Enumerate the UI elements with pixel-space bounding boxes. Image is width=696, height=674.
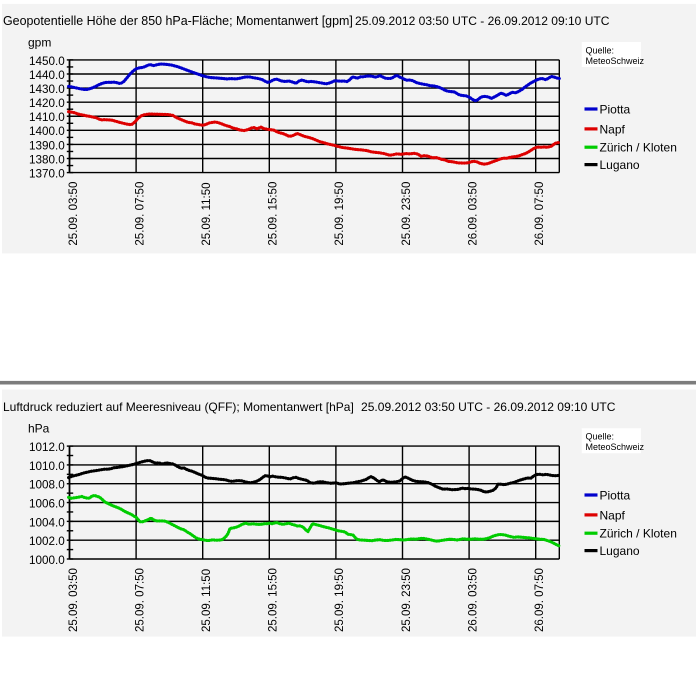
svg-text:gpm: gpm bbox=[28, 36, 51, 50]
svg-text:1370.0: 1370.0 bbox=[29, 168, 65, 181]
svg-text:1450.0: 1450.0 bbox=[29, 55, 65, 68]
svg-text:25.09. 23:50: 25.09. 23:50 bbox=[401, 182, 413, 246]
svg-text:Quelle:: Quelle: bbox=[586, 45, 615, 55]
svg-text:Zürich / Kloten: Zürich / Kloten bbox=[600, 527, 677, 541]
svg-text:25.09.2012 03:50 UTC - 26.09.2: 25.09.2012 03:50 UTC - 26.09.2012 09:10 … bbox=[355, 14, 610, 28]
svg-text:1390.0: 1390.0 bbox=[29, 139, 65, 152]
svg-text:25.09. 07:50: 25.09. 07:50 bbox=[134, 568, 146, 632]
svg-text:Napf: Napf bbox=[600, 508, 626, 522]
svg-text:Lugano: Lugano bbox=[600, 158, 640, 172]
svg-text:25.09. 19:50: 25.09. 19:50 bbox=[334, 182, 346, 246]
svg-text:Luftdruck reduziert auf Meeres: Luftdruck reduziert auf Meeresniveau (QF… bbox=[3, 400, 354, 414]
svg-text:26.09. 03:50: 26.09. 03:50 bbox=[467, 182, 479, 246]
svg-text:Zürich / Kloten: Zürich / Kloten bbox=[600, 141, 677, 155]
svg-text:1004.0: 1004.0 bbox=[29, 516, 65, 529]
svg-text:1006.0: 1006.0 bbox=[29, 497, 65, 510]
svg-text:hPa: hPa bbox=[28, 422, 50, 436]
svg-text:1400.0: 1400.0 bbox=[29, 125, 65, 138]
svg-text:1410.0: 1410.0 bbox=[29, 111, 65, 124]
svg-text:Geopotentielle Höhe der 850 hP: Geopotentielle Höhe der 850 hPa-Fläche; … bbox=[3, 14, 353, 28]
svg-text:26.09. 07:50: 26.09. 07:50 bbox=[534, 568, 546, 632]
svg-text:25.09. 07:50: 25.09. 07:50 bbox=[134, 182, 146, 246]
svg-text:1420.0: 1420.0 bbox=[29, 97, 65, 110]
svg-text:1010.0: 1010.0 bbox=[29, 460, 65, 473]
svg-text:1002.0: 1002.0 bbox=[29, 535, 65, 548]
svg-text:25.09.2012 03:50 UTC - 26.09.2: 25.09.2012 03:50 UTC - 26.09.2012 09:10 … bbox=[361, 400, 616, 414]
svg-text:1380.0: 1380.0 bbox=[29, 153, 65, 166]
svg-text:Lugano: Lugano bbox=[600, 544, 640, 558]
svg-text:Piotta: Piotta bbox=[600, 102, 631, 116]
svg-text:1430.0: 1430.0 bbox=[29, 83, 65, 96]
svg-text:25.09. 23:50: 25.09. 23:50 bbox=[401, 568, 413, 632]
svg-text:25.09. 15:50: 25.09. 15:50 bbox=[268, 568, 280, 632]
svg-text:1440.0: 1440.0 bbox=[29, 69, 65, 82]
svg-text:MeteoSchweiz: MeteoSchweiz bbox=[586, 442, 645, 452]
svg-text:25.09. 11:50: 25.09. 11:50 bbox=[201, 183, 213, 246]
svg-text:1012.0: 1012.0 bbox=[29, 441, 65, 454]
svg-text:25.09. 03:50: 25.09. 03:50 bbox=[68, 568, 80, 632]
svg-text:MeteoSchweiz: MeteoSchweiz bbox=[586, 56, 645, 66]
svg-text:25.09. 19:50: 25.09. 19:50 bbox=[334, 568, 346, 632]
svg-text:25.09. 15:50: 25.09. 15:50 bbox=[268, 182, 280, 246]
svg-text:1008.0: 1008.0 bbox=[29, 479, 65, 492]
svg-text:Piotta: Piotta bbox=[600, 488, 631, 502]
svg-text:25.09. 11:50: 25.09. 11:50 bbox=[201, 569, 213, 632]
svg-text:25.09. 03:50: 25.09. 03:50 bbox=[68, 182, 80, 246]
svg-text:Napf: Napf bbox=[600, 122, 626, 136]
svg-text:26.09. 03:50: 26.09. 03:50 bbox=[467, 568, 479, 632]
svg-text:Quelle:: Quelle: bbox=[586, 432, 615, 442]
svg-text:1000.0: 1000.0 bbox=[29, 554, 65, 567]
svg-text:26.09. 07:50: 26.09. 07:50 bbox=[534, 182, 546, 246]
